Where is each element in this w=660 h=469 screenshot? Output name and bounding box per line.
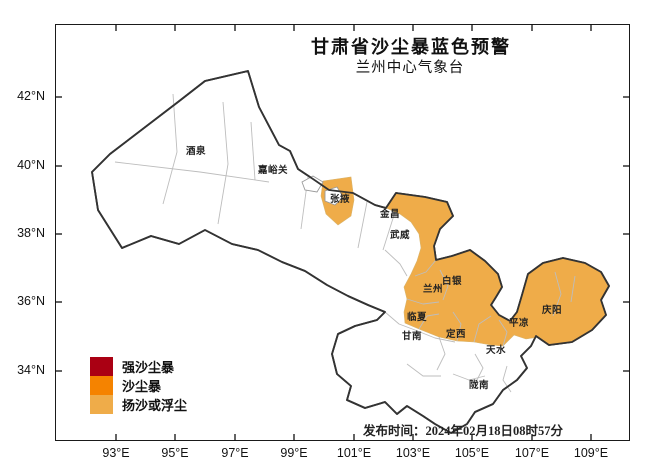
legend-item: 扬沙或浮尘 [90, 395, 187, 414]
legend-label: 强沙尘暴 [122, 360, 175, 375]
province-outline-top [91, 70, 610, 434]
x-tick-label: 99°E [280, 446, 308, 460]
legend: 强沙尘暴沙尘暴扬沙或浮尘 [90, 357, 187, 414]
x-tick-label: 103°E [395, 446, 431, 460]
legend-color-swatch [90, 357, 113, 376]
y-tick-label: 42°N [17, 89, 45, 103]
y-tick-label: 34°N [17, 363, 45, 377]
y-axis-labels: 42°N 40°N 38°N 36°N 34°N [0, 24, 49, 441]
y-tick-label: 36°N [17, 294, 45, 308]
legend-color-swatch [90, 376, 113, 395]
county-boundaries [114, 93, 576, 393]
x-tick-label: 95°E [161, 446, 189, 460]
legend-item: 强沙尘暴 [90, 357, 187, 376]
warning-area-central-band [385, 192, 610, 347]
legend-label: 扬沙或浮尘 [122, 398, 188, 413]
x-tick-label: 93°E [102, 446, 130, 460]
x-tick-label: 109°E [573, 446, 609, 460]
x-tick-label: 97°E [221, 446, 249, 460]
x-tick-label: 105°E [454, 446, 490, 460]
legend-color-swatch [90, 395, 113, 414]
y-tick-label: 40°N [17, 158, 45, 172]
page-title: 甘肃省沙尘暴蓝色预警 [311, 37, 511, 57]
legend-label: 沙尘暴 [122, 379, 162, 394]
x-tick-label: 107°E [514, 446, 550, 460]
y-tick-label: 38°N [17, 226, 45, 240]
axis-ticks [55, 24, 630, 441]
page-subtitle: 兰州中心气象台 [355, 60, 465, 76]
legend-item: 沙尘暴 [90, 376, 187, 395]
release-time: 发布时间：2024年02月18日08时57分 [362, 424, 564, 438]
gansu-map [55, 24, 630, 441]
x-axis-labels: 93°E 95°E 97°E 99°E 101°E 103°E 105°E 107°E 109°… [55, 446, 630, 462]
x-tick-label: 101°E [336, 446, 372, 460]
